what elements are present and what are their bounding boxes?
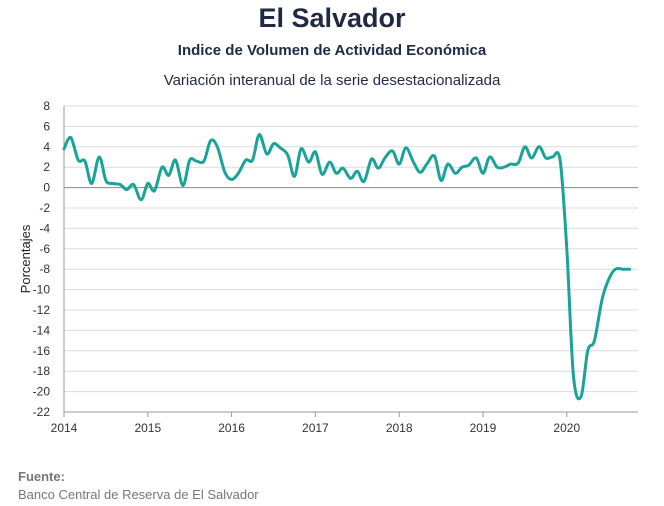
y-tick-label: -8 [39, 262, 50, 276]
y-tick-label: -14 [33, 323, 51, 337]
y-tick-label: 0 [43, 181, 50, 195]
series-line [62, 133, 632, 401]
x-tick-label: 2018 [386, 421, 413, 435]
x-tick-label: 2019 [470, 421, 497, 435]
x-tick-label: 2015 [134, 421, 161, 435]
x-tick-label: 2020 [553, 421, 580, 435]
x-tick-label: 2014 [51, 421, 78, 435]
y-tick-label: -18 [33, 364, 51, 378]
y-axis-label: Porcentajes [18, 224, 33, 293]
series-group [62, 133, 632, 401]
source-label: Fuente: [18, 469, 65, 484]
y-tick-label: -16 [33, 344, 51, 358]
plot-frame [63, 106, 638, 413]
y-tick-label: 6 [43, 119, 50, 133]
chart-subtitle-secondary: Variación interanual de la serie desesta… [163, 72, 501, 89]
y-tick-label: -20 [33, 385, 51, 399]
chart-title: El Salvador [258, 3, 406, 33]
y-tick-label: -12 [33, 303, 51, 317]
y-tick-label: -6 [39, 242, 50, 256]
x-tick-label: 2017 [302, 421, 329, 435]
y-tick-label: 8 [43, 99, 50, 113]
y-tick-label: 4 [43, 140, 50, 154]
gridlines [64, 105, 638, 413]
y-tick-labels: 8 6 4 2 0 -2 -4 -6 -8 -10 -12 -14 -16 -18 -20 -22 [33, 99, 51, 419]
y-tick-label: -22 [33, 405, 51, 419]
x-tick-labels: 2014 2015 2016 2017 2018 2019 2020 [51, 412, 580, 435]
y-tick-label: 2 [43, 160, 50, 174]
x-tick-label: 2016 [218, 421, 245, 435]
y-tick-label: -2 [39, 201, 50, 215]
y-tick-label: -4 [39, 221, 50, 235]
chart-subtitle: Indice de Volumen de Actividad Económica [177, 42, 487, 59]
y-tick-label: -10 [33, 283, 51, 297]
source-text: Banco Central de Reserva de El Salvador [18, 487, 259, 502]
